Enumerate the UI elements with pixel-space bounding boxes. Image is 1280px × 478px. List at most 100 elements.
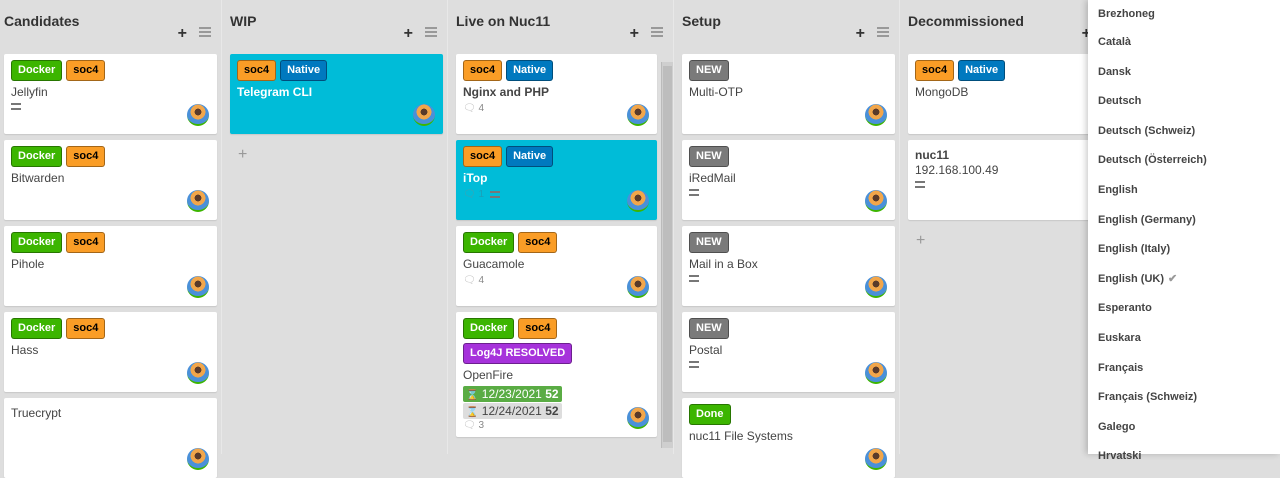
avatar[interactable]	[187, 190, 209, 212]
language-option[interactable]: English	[1088, 176, 1280, 206]
due-date: 12/24/2021	[481, 404, 542, 418]
board: Candidates + Docker soc4 Jellyfin Docker soc4 B…	[4, 0, 1121, 478]
language-option[interactable]: Deutsch (Österreich)	[1088, 146, 1280, 176]
avatar[interactable]	[865, 276, 887, 298]
list-menu-icon[interactable]	[651, 27, 663, 37]
language-option[interactable]: English (Italy)	[1088, 235, 1280, 265]
add-card-link[interactable]: +	[238, 146, 248, 163]
add-card-button[interactable]: +	[855, 25, 865, 42]
card-title: MongoDB	[915, 85, 969, 99]
add-card-button[interactable]: +	[177, 25, 187, 42]
card-badges: 🗨 4	[463, 275, 650, 286]
card-list: soc4 Native Telegram CLI +	[226, 54, 447, 170]
card[interactable]: Docker soc4 Guacamole 🗨 4	[456, 226, 657, 306]
card-labels: Docker soc4	[11, 232, 210, 253]
list-menu-icon[interactable]	[877, 27, 889, 37]
card-title: Nginx and PHP	[463, 85, 550, 99]
card[interactable]: Docker soc4 Log4J RESOLVED OpenFire ⌛ 12/23/…	[456, 312, 657, 437]
list-title: Live on Nuc11	[456, 13, 551, 29]
language-option[interactable]: Brezhoneg	[1088, 0, 1280, 28]
avatar[interactable]	[187, 276, 209, 298]
language-option[interactable]: Galego	[1088, 413, 1280, 443]
language-dropdown: Brezhoneg Català Dansk Deutsch Deutsch (Schw…	[1088, 0, 1280, 462]
add-card-button[interactable]: +	[403, 25, 413, 42]
due-date: 12/23/2021	[481, 387, 542, 401]
card[interactable]: Docker soc4 Hass	[4, 312, 217, 392]
card[interactable]: NEW Multi-OTP	[682, 54, 895, 134]
card[interactable]: Docker soc4 Pihole	[4, 226, 217, 306]
description-icon	[689, 361, 699, 368]
card[interactable]: Docker soc4 Jellyfin	[4, 54, 217, 134]
language-name: Deutsch (Schweiz)	[1098, 124, 1196, 137]
avatar[interactable]	[627, 407, 649, 429]
card[interactable]: soc4 Native iTop 🗨 1	[456, 140, 657, 220]
card[interactable]: soc4 Native MongoDB	[908, 54, 1121, 134]
language-name: Deutsch	[1098, 95, 1142, 108]
card[interactable]: NEW Mail in a Box	[682, 226, 895, 306]
scrollbar[interactable]	[661, 62, 673, 448]
list-header: Setup +	[678, 0, 899, 54]
label-soc4: soc4	[66, 318, 106, 339]
language-name: Esperanto	[1098, 302, 1152, 315]
card-subtitle: 192.168.100.49	[915, 163, 999, 177]
language-name: English (UK)	[1098, 272, 1164, 285]
scrollbar-thumb[interactable]	[663, 66, 672, 442]
list-wip: WIP + soc4 Native Telegram CLI +	[226, 0, 448, 454]
language-name: Galego	[1098, 420, 1136, 433]
comment-badge: 🗨 3	[463, 420, 484, 431]
card[interactable]: NEW Postal	[682, 312, 895, 392]
card-title: Hass	[11, 343, 39, 357]
card[interactable]: Docker soc4 Bitwarden	[4, 140, 217, 220]
card-labels: Docker soc4	[11, 146, 210, 167]
language-option[interactable]: Dansk	[1088, 58, 1280, 88]
add-card-link[interactable]: +	[916, 232, 926, 249]
card-labels: soc4 Native	[915, 60, 1114, 81]
list-menu-icon[interactable]	[199, 27, 211, 37]
language-name: Brezhoneg	[1098, 8, 1155, 20]
avatar[interactable]	[413, 104, 435, 126]
comment-icon: 🗨	[463, 189, 476, 200]
card-title: Pihole	[11, 257, 45, 271]
label-docker: Docker	[11, 318, 63, 339]
list-header: Live on Nuc11 +	[452, 0, 673, 54]
card[interactable]: Done nuc11 File Systems	[682, 398, 895, 478]
card[interactable]: soc4 Native Telegram CLI	[230, 54, 443, 134]
avatar[interactable]	[865, 362, 887, 384]
language-option[interactable]: English (UK) ✔	[1088, 265, 1280, 295]
language-option[interactable]: Français (Schweiz)	[1088, 383, 1280, 413]
language-name: Français (Schweiz)	[1098, 391, 1198, 404]
due-date-number: 52	[545, 404, 559, 418]
list-title: Setup	[682, 13, 721, 29]
avatar[interactable]	[865, 190, 887, 212]
avatar[interactable]	[627, 104, 649, 126]
label-native: Native	[506, 146, 554, 167]
add-card-button[interactable]: +	[1081, 25, 1091, 42]
avatar[interactable]	[187, 362, 209, 384]
avatar[interactable]	[627, 190, 649, 212]
language-option[interactable]: Français	[1088, 354, 1280, 384]
avatar[interactable]	[865, 104, 887, 126]
label-native: Native	[280, 60, 328, 81]
language-option[interactable]: Deutsch (Schweiz)	[1088, 117, 1280, 147]
card[interactable]: NEW iRedMail	[682, 140, 895, 220]
label-soc4: soc4	[237, 60, 277, 81]
card[interactable]: Truecrypt	[4, 398, 217, 478]
language-option[interactable]: Euskara	[1088, 324, 1280, 354]
language-option[interactable]: English (Germany)	[1088, 206, 1280, 236]
language-option[interactable]: Esperanto	[1088, 294, 1280, 324]
label-native: Native	[506, 60, 554, 81]
language-option[interactable]: Deutsch	[1088, 87, 1280, 117]
language-option[interactable]: Català	[1088, 28, 1280, 58]
language-option[interactable]: Hrvatski	[1088, 442, 1280, 472]
avatar[interactable]	[187, 104, 209, 126]
card[interactable]: soc4 Native Nginx and PHP 🗨 4	[456, 54, 657, 134]
avatar[interactable]	[865, 448, 887, 470]
avatar[interactable]	[627, 276, 649, 298]
list-menu-icon[interactable]	[425, 27, 437, 37]
description-icon	[689, 189, 699, 196]
comment-icon: 🗨	[463, 103, 476, 114]
language-name: Dansk	[1098, 65, 1132, 78]
avatar[interactable]	[187, 448, 209, 470]
due-date-badge: ⌛ 12/23/2021 52	[463, 386, 562, 402]
add-card-button[interactable]: +	[629, 25, 639, 42]
